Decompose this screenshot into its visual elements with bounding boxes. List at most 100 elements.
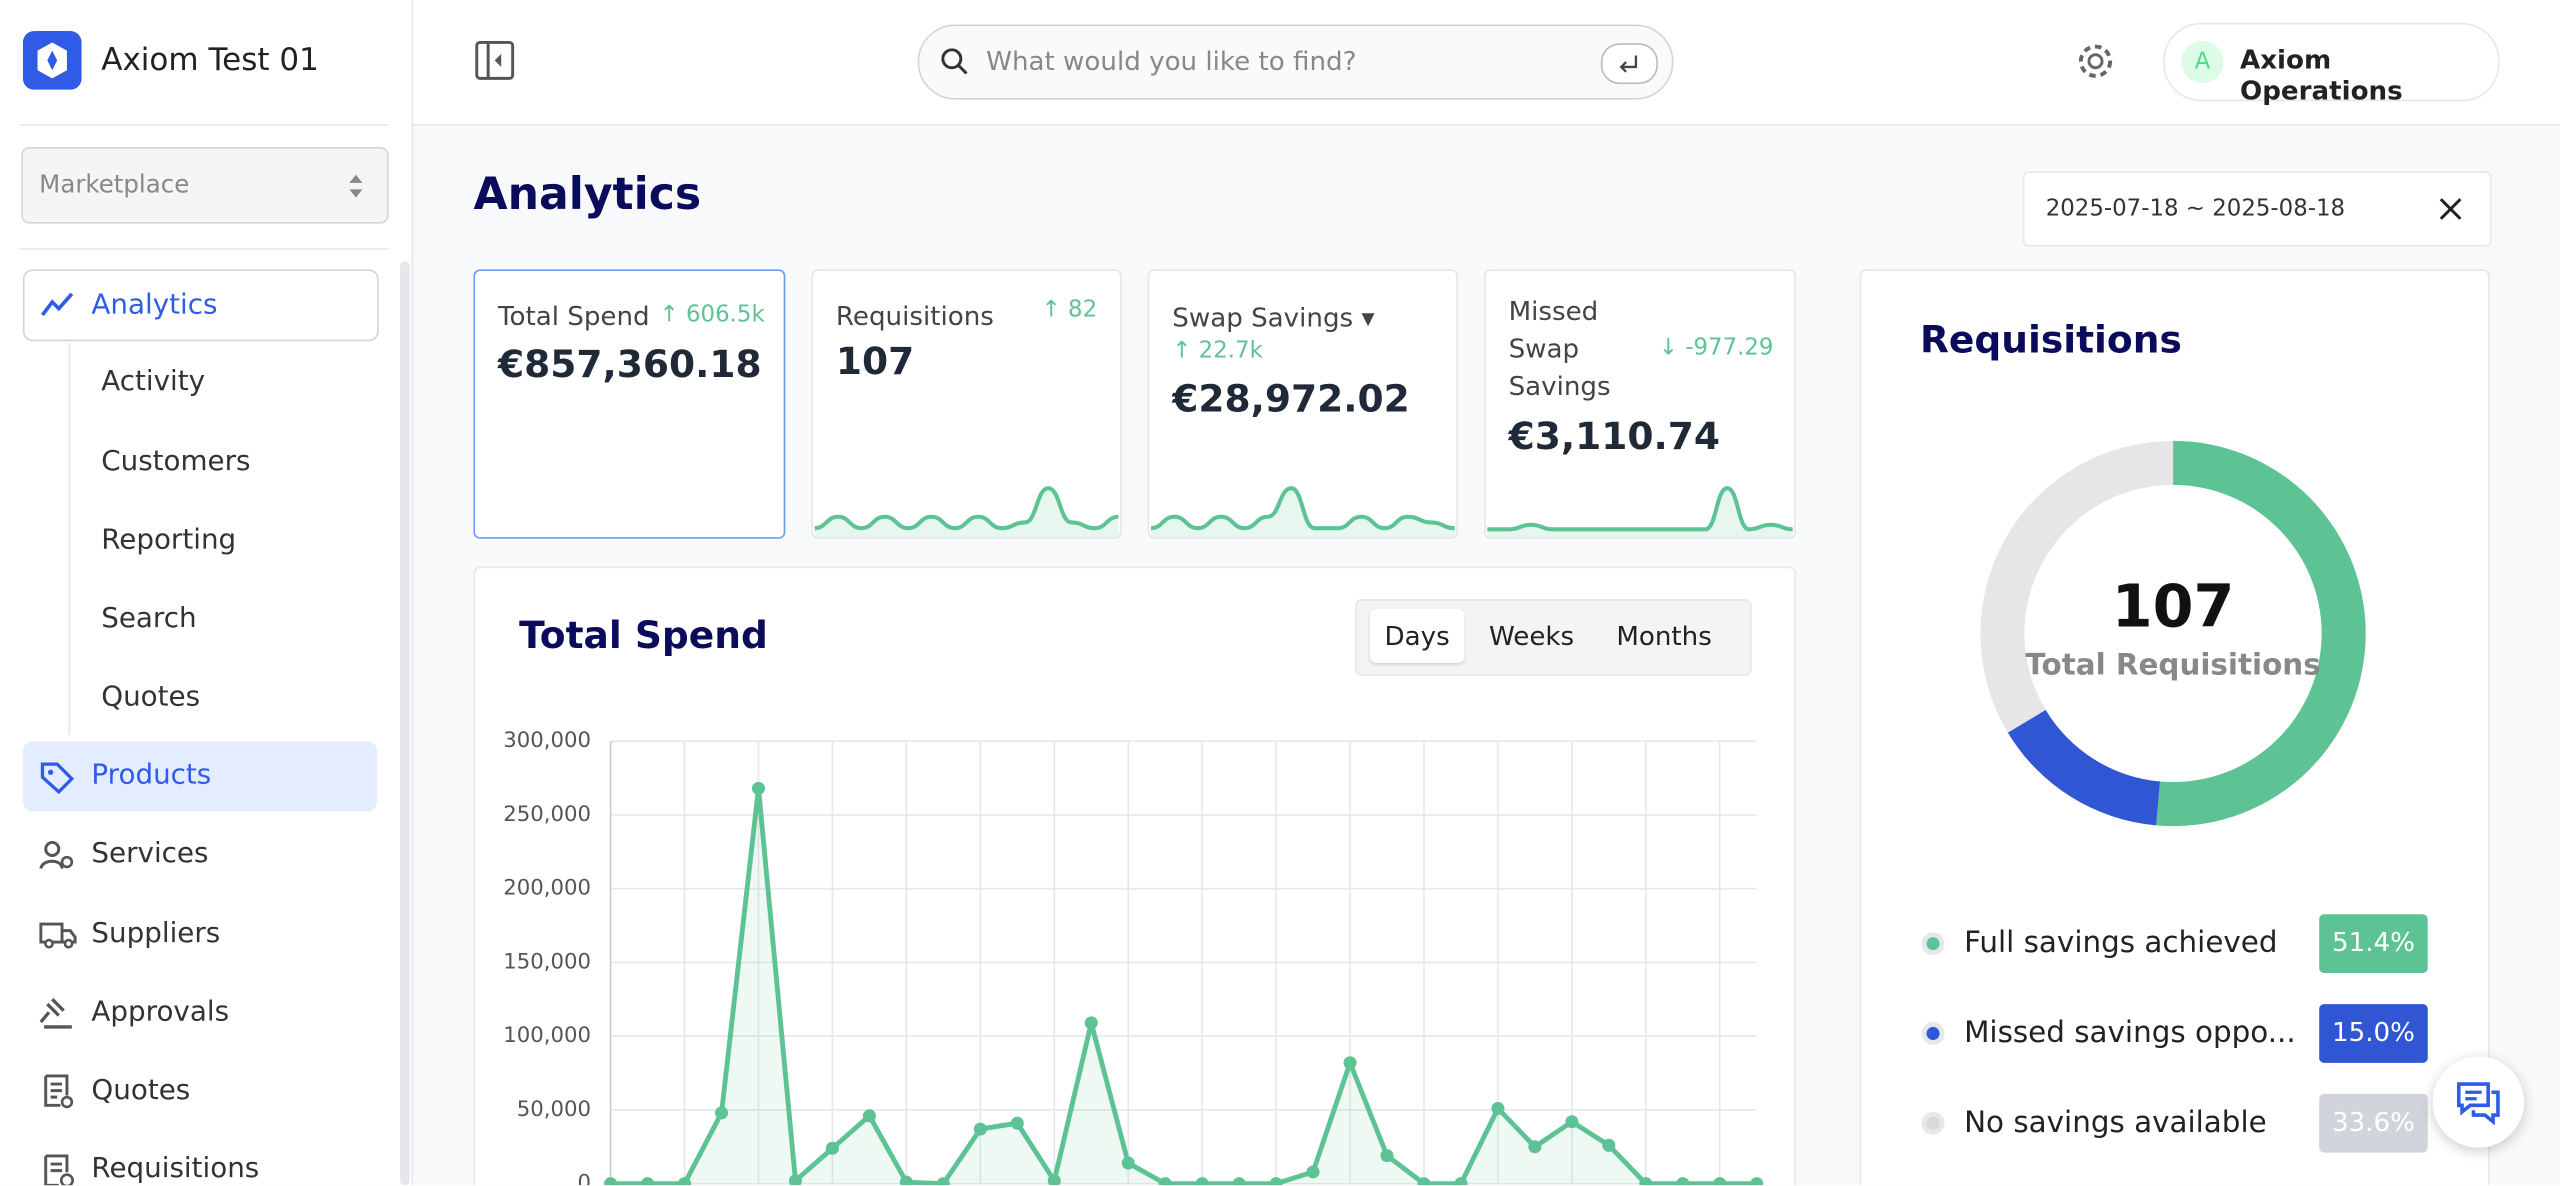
y-tick-label: 100,000 xyxy=(503,1023,591,1048)
sparkline xyxy=(1487,486,1793,532)
point xyxy=(788,1174,802,1186)
point xyxy=(1417,1177,1431,1186)
kpi-card[interactable]: Missed Swap Savings ↓ -977.29 €3,110.74 xyxy=(1484,269,1796,539)
point xyxy=(1380,1149,1394,1163)
icon-approvals xyxy=(39,998,72,1029)
point xyxy=(1047,1174,1061,1186)
y-tick-label: 50,000 xyxy=(517,1097,591,1122)
kpi-change: ↓ -977.29 xyxy=(1658,334,1774,361)
legend-dot xyxy=(1921,932,1945,956)
point xyxy=(714,1106,729,1120)
y-tick-label: 0 xyxy=(578,1171,592,1186)
point xyxy=(1158,1177,1172,1186)
nav-item[interactable]: Reporting xyxy=(101,524,237,557)
nav-item[interactable]: Customers xyxy=(101,445,251,479)
point xyxy=(1750,1177,1764,1186)
point xyxy=(1121,1156,1135,1170)
toggle-group: Days Weeks Months xyxy=(1355,599,1752,676)
nav-item[interactable]: Search xyxy=(101,602,197,636)
point xyxy=(1195,1177,1209,1186)
kpi-label: Total Spend xyxy=(497,300,650,332)
legend-dot xyxy=(1921,1111,1945,1135)
kpi-value: €3,110.74 xyxy=(1508,416,1720,459)
point xyxy=(1676,1177,1690,1186)
settings[interactable] xyxy=(2075,41,2116,82)
logo xyxy=(22,31,82,90)
donut-center-value: 107 xyxy=(2112,572,2235,641)
nav-item[interactable]: Activity xyxy=(101,365,206,399)
donut-segment xyxy=(1980,440,2174,733)
nav-active[interactable] xyxy=(22,269,379,342)
toggle-option[interactable]: Months xyxy=(1616,620,1712,652)
kpi-value: 107 xyxy=(835,341,915,384)
y-tick-label: 300,000 xyxy=(503,728,591,753)
select-text: Marketplace xyxy=(39,169,190,200)
kpi-label: Swap Savings ▾ xyxy=(1172,302,1375,334)
date-range[interactable]: 2025-07-18 ~ 2025-08-18 xyxy=(2022,171,2492,247)
toggle-option[interactable]: Days xyxy=(1369,608,1465,663)
point xyxy=(1454,1177,1468,1186)
icon-suppliers xyxy=(39,922,77,949)
nav-item[interactable]: Requisitions xyxy=(91,1152,260,1186)
nav-item[interactable]: Services xyxy=(91,837,209,871)
search-icon xyxy=(941,48,968,75)
kpi-change: ↑ 606.5k xyxy=(659,302,765,329)
point xyxy=(1639,1177,1653,1186)
point xyxy=(1343,1056,1357,1070)
select[interactable]: Marketplace xyxy=(21,146,389,224)
legend-label: Missed savings oppo... xyxy=(1964,1015,2296,1049)
kpi-change: ↑ 82 xyxy=(1041,297,1098,324)
search-box[interactable]: What would you like to find? xyxy=(917,24,1674,100)
chart-title: Total Spend xyxy=(519,615,768,658)
point xyxy=(1010,1116,1024,1130)
avatar: A xyxy=(2181,40,2224,84)
point xyxy=(1528,1140,1542,1154)
kpi-card[interactable]: Swap Savings ▾ ↑ 22.7k €28,972.02 xyxy=(1147,269,1458,539)
sidebar-toggle[interactable] xyxy=(475,40,516,82)
point xyxy=(604,1177,618,1186)
donut-center-label: Total Requisitions xyxy=(2025,648,2320,682)
kpi-change-value: 606.5k xyxy=(686,302,765,329)
nav-item[interactable]: Analytics xyxy=(91,288,218,322)
nav-item[interactable]: Quotes xyxy=(101,680,201,714)
legend-value: 15.0% xyxy=(2332,1018,2415,1048)
kpi-label: Requisitions xyxy=(835,300,994,332)
user-name: Axiom Operations xyxy=(2239,44,2403,107)
point xyxy=(1602,1138,1616,1152)
user-menu[interactable]: A Axiom Operations xyxy=(2163,22,2500,106)
point xyxy=(862,1109,876,1123)
nav-item[interactable]: Quotes xyxy=(91,1074,191,1107)
sidebar: Axiom Test 01 Marketplace Analytics Acti… xyxy=(0,0,414,1186)
kpi-change: ↑ 22.7k xyxy=(1172,337,1263,365)
point xyxy=(678,1177,692,1186)
point xyxy=(899,1175,913,1186)
sparkline-area xyxy=(1487,488,1793,538)
line-area xyxy=(610,788,1757,1184)
chat-button[interactable] xyxy=(2432,1056,2525,1148)
nav-highlight[interactable] xyxy=(22,741,378,812)
sparkline-area xyxy=(814,488,1119,538)
icon-services xyxy=(39,840,74,870)
kpi-label: Missed Swap Savings xyxy=(1508,295,1611,402)
point xyxy=(1491,1101,1505,1115)
point xyxy=(936,1177,950,1186)
brand: Axiom Test 01 xyxy=(101,42,319,79)
clear-icon[interactable] xyxy=(2438,196,2464,222)
kpi-card[interactable]: Total Spend ↑ 606.5k €857,360.18 xyxy=(473,269,786,539)
nav-item[interactable]: Approvals xyxy=(91,995,230,1029)
kpi-change-value: 22.7k xyxy=(1198,337,1263,365)
kpi-card[interactable]: Requisitions ↑ 82 107 xyxy=(811,269,1122,539)
sparkline xyxy=(1150,486,1455,531)
point xyxy=(1713,1177,1727,1186)
toggle-option[interactable]: Weeks xyxy=(1488,620,1575,652)
y-tick-label: 250,000 xyxy=(503,802,591,827)
nav-item[interactable]: Products xyxy=(91,759,212,792)
scrollbar xyxy=(399,261,410,1186)
icon-products xyxy=(40,762,75,795)
point xyxy=(751,781,766,795)
nav-item[interactable]: Suppliers xyxy=(91,917,221,951)
icon-quotes xyxy=(44,1074,74,1109)
point xyxy=(1306,1165,1320,1179)
